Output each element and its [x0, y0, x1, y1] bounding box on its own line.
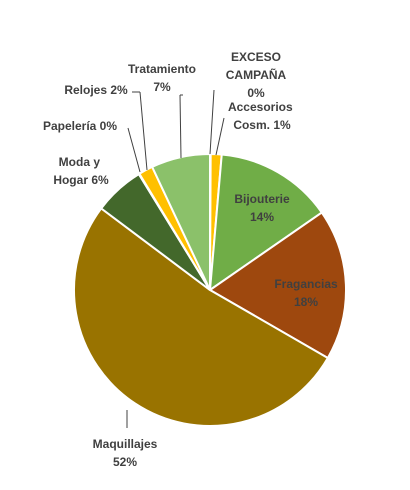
label-tratamiento: Tratamiento	[128, 62, 196, 76]
label-maquillajes: Maquillajes	[93, 437, 158, 451]
label-papeleria: Papelería 0%	[43, 119, 117, 133]
slice-bijouterie	[208, 153, 324, 293]
leader-lines	[126, 89, 225, 428]
slice-tratamiento	[150, 152, 211, 291]
label-exceso-campana: EXCESO	[231, 50, 281, 64]
leader-accesorios	[215, 117, 225, 156]
label-moda-line1: Moda y	[59, 155, 101, 169]
leader-exceso	[209, 89, 215, 155]
label-bijouterie-pct: 14%	[250, 210, 274, 224]
pie-slices	[73, 152, 347, 427]
label-accesorios-line2: Cosm. 1%	[233, 118, 291, 132]
slice-maquillajes	[73, 206, 330, 427]
leader-tratamiento	[179, 94, 182, 159]
label-fragancias-pct: 18%	[294, 295, 318, 309]
leader-relojes	[139, 91, 148, 171]
leader-papeleria	[127, 127, 141, 173]
label-fragancias: Fragancias	[274, 277, 338, 291]
slice-fragancias	[208, 211, 347, 360]
label-accesorios-line1: Accesorios	[228, 100, 293, 114]
label-exceso-campana-line2: CAMPAÑA	[226, 67, 287, 82]
label-bijouterie: Bijouterie	[234, 192, 290, 206]
data-labels: EXCESO 0% Accesorios Cosm. 1% Bijouterie…	[43, 50, 338, 469]
label-moda-line2: Hogar 6%	[53, 173, 109, 187]
label-exceso-campana-pct: 0%	[247, 86, 265, 100]
label-tratamiento-pct: 7%	[153, 80, 171, 94]
label-moda-hogar: Moda y Hogar 6%	[53, 155, 109, 187]
label-accesorios-cosm: Accesorios Cosm. 1%	[228, 100, 296, 132]
label-relojes: Relojes 2%	[64, 83, 128, 97]
label-maquillajes-pct: 52%	[113, 455, 137, 469]
